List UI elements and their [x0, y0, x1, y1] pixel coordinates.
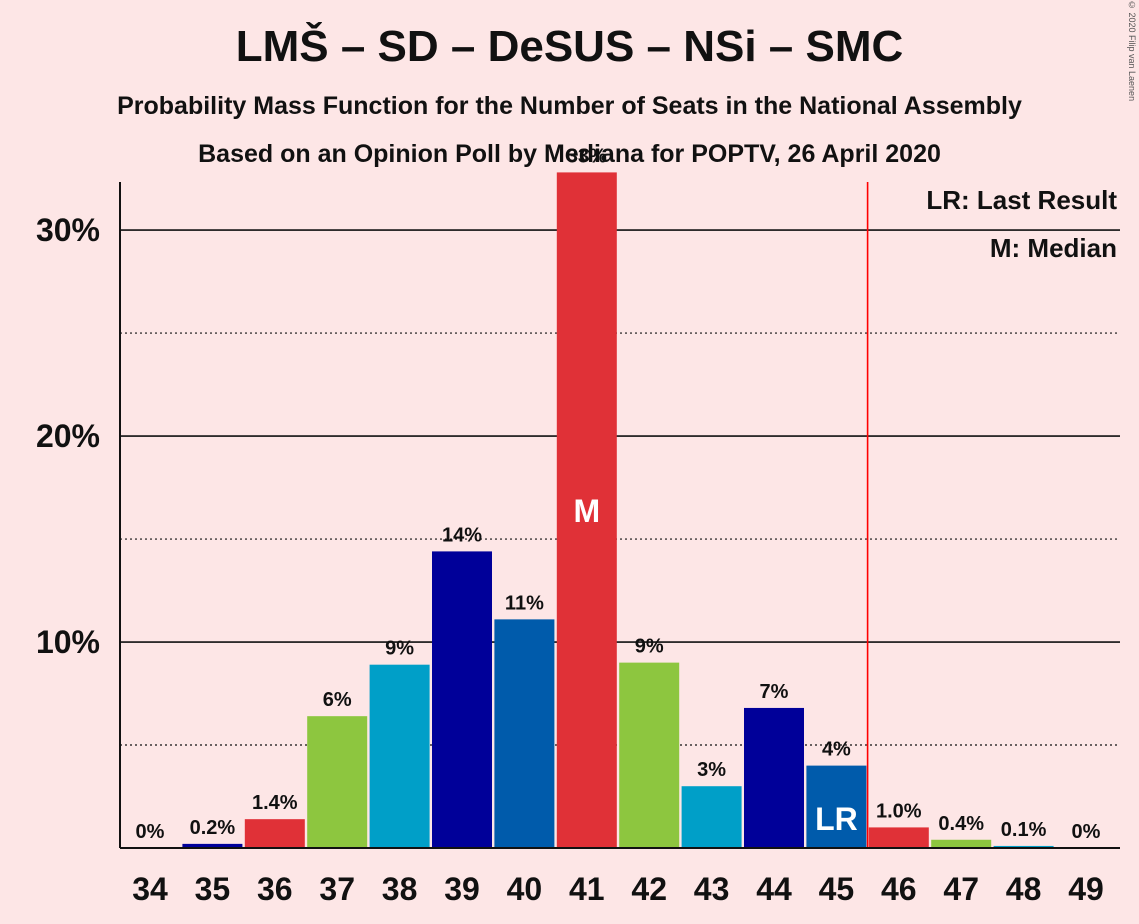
bar-48 [993, 845, 1054, 848]
bar-43 [681, 786, 742, 848]
x-tick-label-45: 45 [819, 871, 855, 907]
x-tick-label-44: 44 [756, 871, 792, 907]
median-marker: M [573, 493, 600, 529]
x-tick-label-39: 39 [444, 871, 480, 907]
data-label-35: 0.2% [190, 817, 236, 839]
data-label-34: 0% [136, 821, 165, 843]
x-tick-label-49: 49 [1068, 871, 1104, 907]
bar-39 [432, 551, 492, 848]
data-label-36: 1.4% [252, 792, 298, 814]
x-tick-label-37: 37 [319, 871, 355, 907]
y-tick-label-20: 20% [36, 418, 100, 454]
last-result-marker: LR [815, 801, 858, 837]
bar-35 [182, 843, 243, 848]
legend-median: M: Median [990, 233, 1117, 263]
data-label-49: 0% [1072, 821, 1101, 843]
x-tick-label-42: 42 [631, 871, 667, 907]
data-label-48: 0.1% [1001, 819, 1047, 841]
x-tick-label-43: 43 [694, 871, 730, 907]
bar-44 [744, 707, 804, 848]
data-label-45: 4% [822, 739, 851, 761]
x-tick-label-34: 34 [132, 871, 168, 907]
data-label-44: 7% [760, 681, 789, 703]
data-label-39: 14% [442, 524, 482, 546]
bar-40 [494, 619, 555, 848]
data-label-38: 9% [385, 638, 414, 660]
chart-subtitle-1: Probability Mass Function for the Number… [117, 92, 1022, 120]
x-tick-label-38: 38 [382, 871, 418, 907]
x-tick-label-40: 40 [507, 871, 543, 907]
data-label-43: 3% [697, 759, 726, 781]
data-labels: 0% 0.2% 1.4% 6% 9% 14% 11% 33% M 9% 3% 7% 4% LR 1.0% 0.… [136, 145, 1101, 843]
y-tick-label-10: 10% [36, 624, 100, 660]
data-label-42: 9% [635, 636, 664, 658]
bar-41 [556, 172, 617, 848]
bar-47 [931, 839, 992, 848]
bar-42 [619, 662, 680, 848]
x-tick-label-36: 36 [257, 871, 293, 907]
x-tick-label-48: 48 [1006, 871, 1042, 907]
bar-38 [369, 664, 430, 848]
data-label-47: 0.4% [938, 813, 984, 835]
data-label-41: 33% [567, 145, 607, 167]
x-tick-label-35: 35 [195, 871, 231, 907]
data-label-40: 11% [505, 592, 544, 614]
copyright-notice: © 2020 Filip van Laenen [1127, 0, 1137, 102]
bar-45 [806, 765, 867, 848]
x-tick-label-46: 46 [881, 871, 917, 907]
y-tick-label-30: 30% [36, 212, 100, 248]
data-label-46: 1.0% [876, 800, 922, 822]
bar-37 [307, 716, 368, 848]
chart-title: LMŠ – SD – DeSUS – NSi – SMC [235, 22, 904, 71]
bar-46 [868, 827, 929, 848]
x-tick-label-47: 47 [943, 871, 979, 907]
legend-last-result: LR: Last Result [926, 185, 1117, 215]
chart-subtitle-2: Based on an Opinion Poll by Mediana for … [198, 140, 941, 168]
x-tick-label-41: 41 [569, 871, 605, 907]
bars [182, 172, 1054, 848]
data-label-37: 6% [323, 689, 352, 711]
bar-36 [244, 819, 305, 848]
axes: 10% 20% 30% 34 35 36 37 38 39 40 41 42 43 44 45 46 47 48 4… [36, 182, 1120, 907]
